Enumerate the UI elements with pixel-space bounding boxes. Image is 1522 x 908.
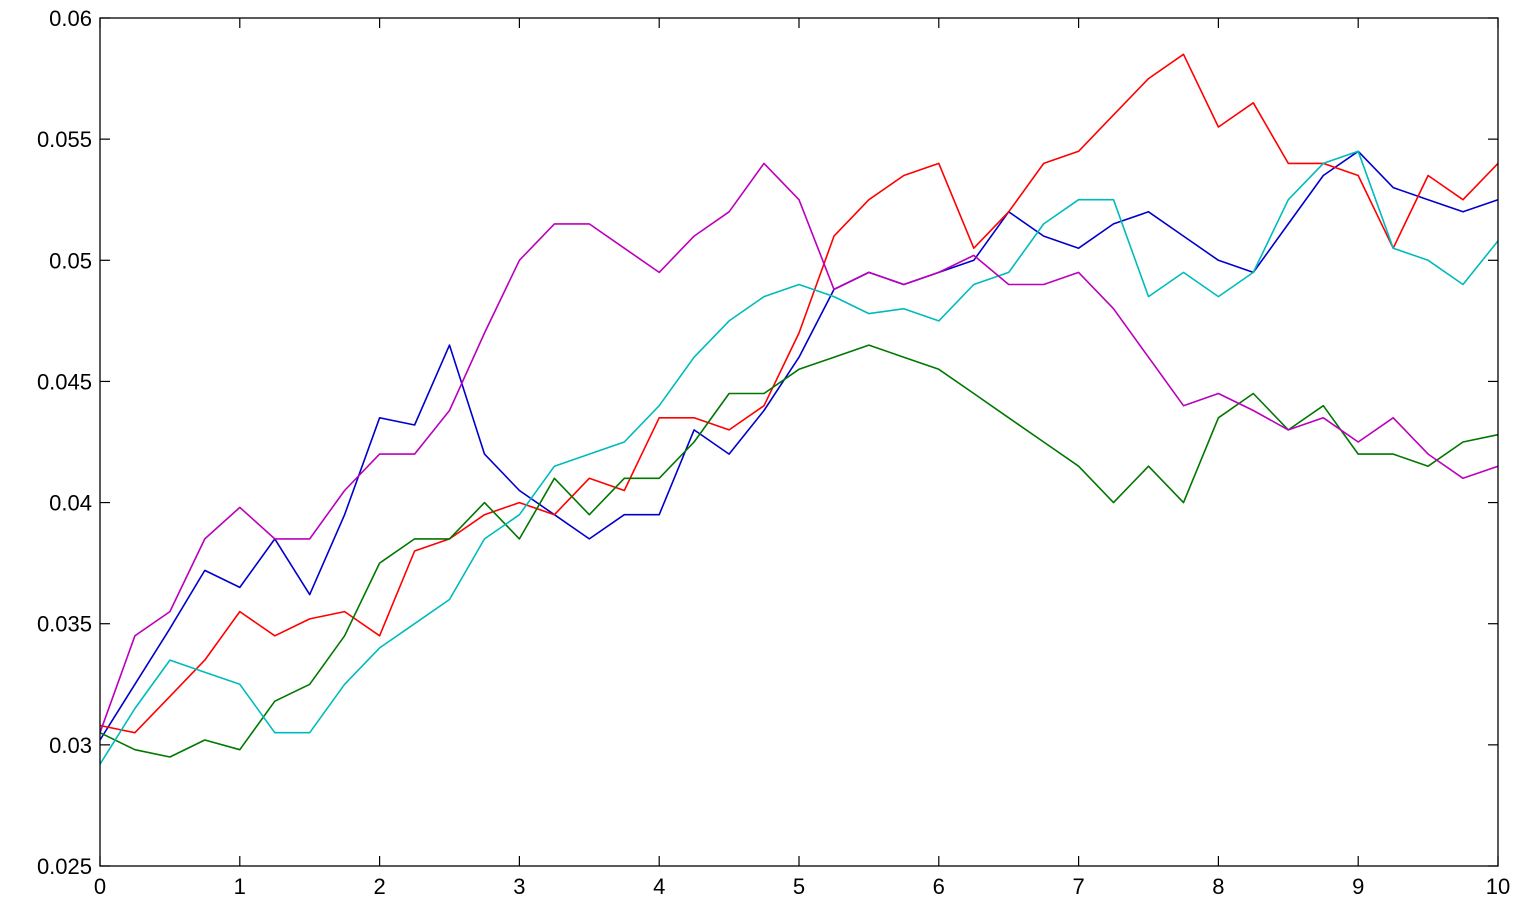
x-tick-label: 5 bbox=[793, 874, 805, 899]
ticks-layer bbox=[99, 17, 1499, 867]
y-tick-label: 0.03 bbox=[49, 733, 92, 758]
x-tick-label: 7 bbox=[1072, 874, 1084, 899]
x-tick-label: 6 bbox=[933, 874, 945, 899]
y-tick-label: 0.035 bbox=[37, 612, 92, 637]
y-tick-label: 0.025 bbox=[37, 854, 92, 879]
series-line-1 bbox=[99, 150, 1499, 741]
tick-labels-layer: 0 1 2 3 4 5 6 7 8 9 10 0.025 0.03 0.035 0.04 0.045 0.05 0… bbox=[37, 6, 1510, 899]
series-line-5 bbox=[99, 162, 1499, 733]
plot-frame bbox=[99, 17, 1499, 867]
x-tick-label: 2 bbox=[373, 874, 385, 899]
y-tick-label: 0.04 bbox=[49, 491, 92, 516]
x-tick-label: 4 bbox=[653, 874, 665, 899]
x-tick-label: 9 bbox=[1352, 874, 1364, 899]
y-tick-label: 0.06 bbox=[49, 6, 92, 31]
y-tick-label: 0.05 bbox=[49, 248, 92, 273]
y-tick-label: 0.045 bbox=[37, 369, 92, 394]
x-tick-label: 3 bbox=[513, 874, 525, 899]
x-tick-label: 8 bbox=[1212, 874, 1224, 899]
series-line-3 bbox=[99, 344, 1499, 758]
series-layer bbox=[99, 53, 1499, 765]
x-tick-label: 1 bbox=[234, 874, 246, 899]
series-line-2 bbox=[99, 53, 1499, 734]
x-tick-label: 0 bbox=[94, 874, 106, 899]
x-tick-label: 10 bbox=[1486, 874, 1510, 899]
series-line-4 bbox=[99, 150, 1499, 765]
y-tick-label: 0.055 bbox=[37, 127, 92, 152]
